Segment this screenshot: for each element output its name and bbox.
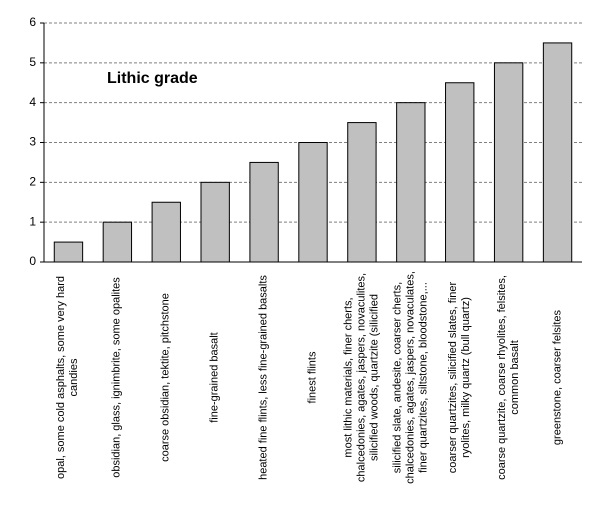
y-tick-label: 0 (29, 254, 36, 268)
bar (53, 241, 84, 263)
bar (347, 122, 377, 263)
bar (298, 142, 328, 263)
bar (493, 62, 524, 263)
bar (445, 82, 475, 263)
x-tick-label: heated fine flints, less fine-grained ba… (257, 275, 270, 480)
x-tick-label: coarse quartzite, coarse rhyolites, fels… (495, 275, 521, 480)
bar (102, 221, 133, 263)
bar (151, 201, 181, 263)
x-tick-label: opal, some cold asphalts, some very hard… (55, 276, 81, 479)
x-tick-label: greenstone, coarser felsites (551, 309, 564, 446)
bar (200, 181, 230, 263)
y-tick-label: 2 (29, 175, 36, 189)
y-tick-label: 6 (29, 15, 36, 29)
x-tick-label: coarse obsidian, tektite, pitchstone (159, 293, 172, 462)
y-tick-label: 5 (29, 55, 36, 69)
x-tick-label: coarser quartzites, silicified slates, f… (446, 281, 472, 474)
bar (542, 42, 573, 263)
bar (249, 161, 279, 263)
y-tick-label: 3 (29, 135, 36, 149)
chart-title: Lithic grade (107, 70, 198, 87)
x-tick-label: obsidian, glass, ignimbrite, some opalit… (110, 277, 123, 478)
x-tick-label: silicified slate, andesite, coarser cher… (391, 271, 430, 484)
x-tick-label: most lithic materials, finer cherts, cha… (342, 272, 381, 483)
x-tick-label: fine-grained basalt (208, 332, 221, 423)
y-tick-label: 1 (29, 214, 36, 228)
bar (396, 102, 426, 263)
y-tick-label: 4 (29, 95, 36, 109)
x-tick-label: finest flints (306, 351, 319, 404)
